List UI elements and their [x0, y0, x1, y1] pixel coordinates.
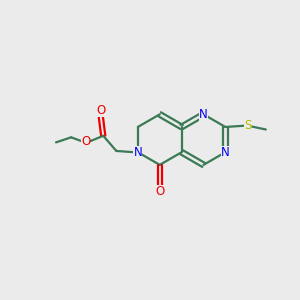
Text: N: N	[134, 146, 142, 159]
Text: O: O	[155, 185, 164, 198]
Text: S: S	[244, 118, 251, 132]
Text: O: O	[96, 104, 105, 117]
Text: N: N	[221, 146, 230, 159]
Text: N: N	[199, 108, 208, 121]
Text: O: O	[81, 135, 90, 148]
